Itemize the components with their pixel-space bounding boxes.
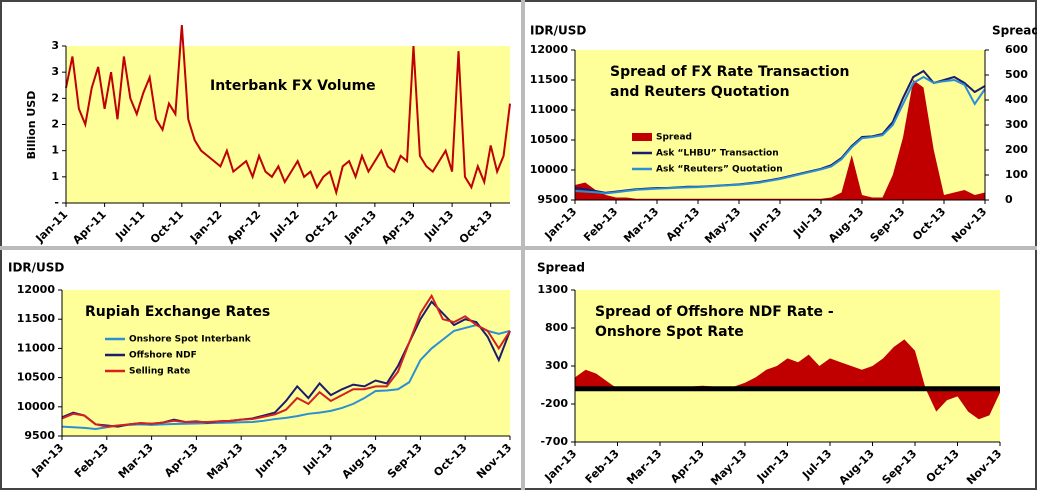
chart-title: Onshore Spot Rate (595, 324, 744, 340)
y-tick-label: 3 (51, 39, 59, 52)
legend-label: Offshore NDF (129, 351, 197, 361)
y-tick-label: 12000 (530, 43, 569, 56)
y2-tick-label: 100 (1005, 168, 1028, 181)
legend-label: Selling Rate (129, 367, 190, 377)
y-tick-label: 3 (51, 65, 59, 78)
y2-tick-label: 600 (1005, 43, 1028, 56)
y-tick-label: 10000 (17, 400, 56, 413)
y-axis-title: IDR/USD (8, 261, 64, 275)
y2-tick-label: 500 (1005, 68, 1028, 81)
area (575, 339, 1000, 420)
y-tick-label: 2 (51, 91, 59, 104)
y-tick-label: 12000 (17, 283, 56, 296)
y-tick-label: 2 (51, 118, 59, 131)
y2-tick-label: 200 (1005, 143, 1028, 156)
y-tick-label: 11000 (530, 103, 569, 116)
y-axis-title: Spread (537, 261, 585, 275)
y-tick-label: 10500 (530, 133, 569, 146)
y-tick-label: 9500 (537, 193, 568, 206)
y-tick-label: 1 (51, 170, 59, 183)
y-tick-label: 800 (545, 321, 568, 334)
y2-tick-label: 300 (1005, 118, 1028, 131)
legend-label: Ask “LHBU” Transaction (656, 149, 779, 159)
y-tick-label: 1300 (537, 283, 568, 296)
y-tick-label: 10000 (530, 163, 569, 176)
chart-title: Spread of FX Rate Transaction (610, 64, 849, 80)
legend-swatch (632, 133, 652, 141)
y-tick-label: 300 (545, 359, 568, 372)
plot-area (66, 46, 510, 203)
chart-title: Rupiah Exchange Rates (85, 304, 270, 320)
area (575, 80, 985, 200)
y2-axis-title: Spread (992, 24, 1037, 38)
line (574, 75, 986, 195)
plot-area (62, 290, 510, 436)
chart-title: and Reuters Quotation (610, 84, 790, 100)
y-tick-label: -200 (540, 397, 568, 410)
y-tick-label: 10500 (17, 371, 56, 384)
y-tick-label: 9500 (24, 429, 55, 442)
y-tick-label: 11500 (530, 73, 569, 86)
chart-title: Interbank FX Volume (210, 78, 376, 94)
chart-title: Spread of Offshore NDF Rate - (595, 304, 834, 320)
y-axis-title: IDR/USD (530, 24, 586, 38)
y2-tick-label: 400 (1005, 93, 1028, 106)
y-tick-label: 11000 (17, 341, 56, 354)
y-tick-label: 1 (51, 144, 59, 157)
y2-tick-label: 0 (1005, 193, 1013, 206)
line (61, 293, 511, 428)
line (65, 24, 511, 197)
y-axis-title: Billion USD (25, 91, 38, 160)
legend-label: Onshore Spot Interbank (129, 335, 252, 345)
y-tick-label: -700 (540, 435, 568, 448)
y-tick-label: 11500 (17, 312, 56, 325)
legend-label: Ask “Reuters” Quotation (656, 165, 783, 175)
legend-label: Spread (656, 133, 692, 143)
y-tick-label: - (54, 196, 59, 209)
